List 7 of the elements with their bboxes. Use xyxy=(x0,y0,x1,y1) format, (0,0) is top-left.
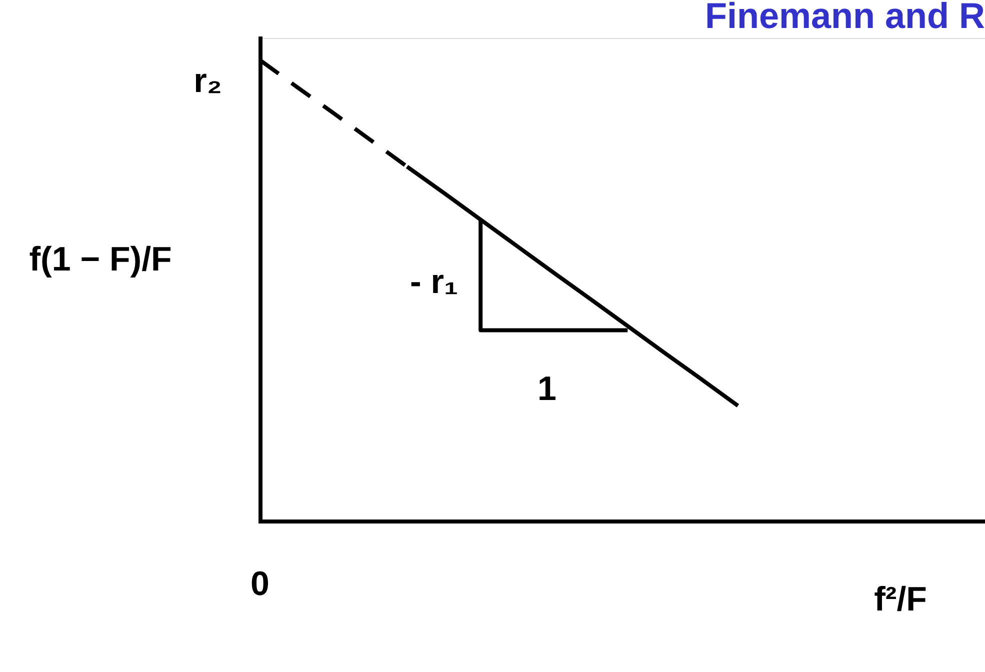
text: 0 xyxy=(250,565,270,603)
annotation: 1 xyxy=(538,370,556,408)
text: Finemann and R xyxy=(704,0,985,36)
x-axis-title: f²/F xyxy=(874,580,927,618)
y-axis-title: f(1 − F)/F xyxy=(29,240,172,278)
text: r₂ xyxy=(194,62,222,100)
annotation: - r₁ xyxy=(410,263,458,301)
